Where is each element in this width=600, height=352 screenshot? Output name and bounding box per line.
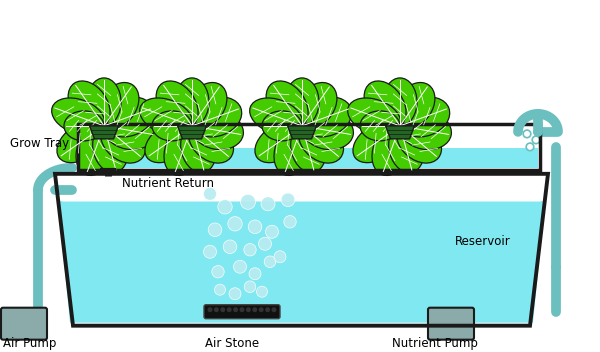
Ellipse shape: [103, 97, 154, 137]
Polygon shape: [58, 201, 545, 323]
Text: Air Pump: Air Pump: [3, 337, 56, 350]
Ellipse shape: [302, 111, 353, 150]
Ellipse shape: [301, 97, 352, 137]
Text: Grow Tray: Grow Tray: [10, 137, 69, 150]
Circle shape: [241, 194, 256, 209]
Ellipse shape: [353, 121, 402, 163]
Ellipse shape: [372, 125, 410, 175]
Circle shape: [203, 245, 217, 258]
Circle shape: [227, 307, 232, 312]
Ellipse shape: [255, 121, 304, 163]
Circle shape: [233, 260, 247, 273]
Text: Nutrient Return: Nutrient Return: [122, 177, 214, 190]
Circle shape: [218, 200, 232, 214]
Circle shape: [203, 187, 217, 200]
Ellipse shape: [399, 97, 450, 137]
Ellipse shape: [274, 125, 312, 175]
Circle shape: [253, 307, 257, 312]
Ellipse shape: [181, 125, 216, 172]
Ellipse shape: [389, 125, 424, 172]
Circle shape: [264, 256, 276, 268]
Text: Nutrient Pump: Nutrient Pump: [392, 337, 478, 350]
Circle shape: [265, 225, 278, 238]
Circle shape: [220, 307, 226, 312]
Ellipse shape: [152, 111, 192, 141]
Ellipse shape: [92, 125, 128, 172]
Circle shape: [233, 307, 238, 312]
Ellipse shape: [360, 111, 400, 141]
Polygon shape: [386, 126, 415, 139]
Circle shape: [523, 130, 531, 138]
Circle shape: [228, 216, 242, 231]
Circle shape: [229, 288, 241, 300]
Text: Reservoir: Reservoir: [455, 235, 511, 248]
Ellipse shape: [397, 121, 442, 163]
Circle shape: [249, 268, 261, 280]
Ellipse shape: [262, 111, 302, 141]
Circle shape: [284, 215, 296, 228]
Ellipse shape: [156, 81, 198, 128]
Circle shape: [214, 307, 219, 312]
Circle shape: [526, 143, 534, 151]
Ellipse shape: [76, 125, 114, 175]
Circle shape: [261, 197, 275, 211]
FancyBboxPatch shape: [428, 308, 474, 340]
Ellipse shape: [189, 121, 233, 163]
Ellipse shape: [290, 125, 326, 172]
Circle shape: [212, 265, 224, 278]
Circle shape: [259, 237, 271, 250]
Circle shape: [248, 220, 262, 234]
Polygon shape: [80, 148, 538, 168]
Ellipse shape: [164, 125, 202, 175]
Ellipse shape: [68, 81, 110, 128]
Ellipse shape: [191, 97, 242, 137]
Polygon shape: [287, 126, 316, 139]
Ellipse shape: [285, 78, 319, 126]
Circle shape: [271, 307, 277, 312]
Circle shape: [215, 284, 226, 295]
Ellipse shape: [250, 98, 302, 135]
Circle shape: [246, 307, 251, 312]
Circle shape: [259, 307, 264, 312]
Ellipse shape: [64, 111, 104, 141]
Ellipse shape: [299, 121, 344, 163]
Ellipse shape: [104, 111, 155, 150]
Circle shape: [239, 307, 245, 312]
Ellipse shape: [52, 98, 104, 135]
Circle shape: [208, 307, 212, 312]
Circle shape: [281, 193, 295, 207]
Ellipse shape: [266, 81, 308, 128]
Ellipse shape: [57, 121, 106, 163]
Ellipse shape: [140, 98, 193, 135]
Ellipse shape: [383, 78, 417, 126]
Circle shape: [532, 136, 540, 144]
FancyBboxPatch shape: [1, 308, 47, 340]
Circle shape: [274, 251, 286, 263]
Ellipse shape: [98, 82, 139, 128]
Circle shape: [223, 240, 237, 253]
Ellipse shape: [87, 78, 121, 126]
FancyBboxPatch shape: [204, 305, 280, 319]
Ellipse shape: [347, 98, 401, 135]
Ellipse shape: [296, 82, 337, 128]
Circle shape: [244, 244, 256, 256]
Ellipse shape: [175, 78, 209, 126]
Circle shape: [208, 223, 222, 237]
Ellipse shape: [192, 111, 244, 150]
Ellipse shape: [186, 82, 227, 128]
Circle shape: [265, 307, 270, 312]
Ellipse shape: [400, 111, 451, 150]
Ellipse shape: [101, 121, 146, 163]
Circle shape: [257, 286, 268, 297]
Text: Air Stone: Air Stone: [205, 337, 259, 350]
Polygon shape: [89, 126, 118, 139]
Circle shape: [244, 281, 256, 293]
Ellipse shape: [364, 81, 406, 128]
Polygon shape: [178, 126, 206, 139]
Ellipse shape: [394, 82, 435, 128]
Ellipse shape: [145, 121, 194, 163]
